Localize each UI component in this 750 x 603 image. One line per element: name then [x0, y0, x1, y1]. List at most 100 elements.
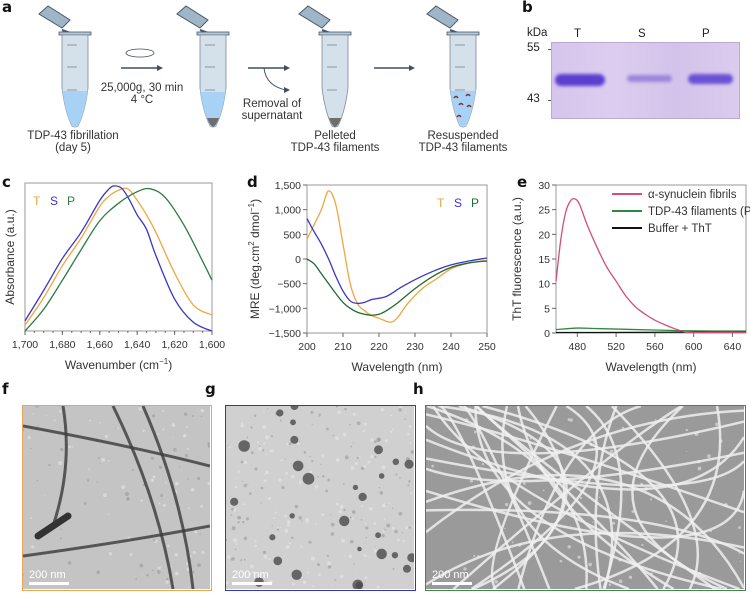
- speckle: [108, 552, 113, 556]
- speckle: [302, 580, 307, 585]
- speckle: [262, 449, 265, 452]
- speckle: [45, 415, 47, 417]
- speckle: [264, 470, 269, 475]
- panel-label-h: h: [413, 380, 424, 398]
- speckle: [389, 430, 393, 434]
- speckle: [404, 418, 407, 421]
- speckle: [342, 432, 347, 437]
- speckle: [256, 441, 259, 444]
- filament: [490, 406, 558, 589]
- speckle: [408, 480, 411, 483]
- tube-cap: [426, 5, 459, 29]
- y-axis-label-text: ThT fluorescence (a.u.): [510, 197, 524, 321]
- speckle: [228, 446, 232, 449]
- speckle: [735, 492, 738, 495]
- panel-label-a: a: [2, 0, 13, 16]
- speckle: [156, 433, 159, 435]
- speckle: [58, 410, 62, 413]
- aggregate: [269, 534, 276, 541]
- speckle: [327, 478, 331, 482]
- speckle: [661, 415, 663, 417]
- speckle: [631, 510, 635, 514]
- speckle: [175, 571, 179, 576]
- speckle: [228, 507, 230, 509]
- speckle: [270, 435, 273, 438]
- x-tick-label: 220: [370, 341, 388, 353]
- tube-rim: [58, 31, 92, 36]
- speckle: [298, 516, 302, 520]
- speckle: [160, 494, 164, 498]
- micrograph-image: [426, 406, 744, 589]
- speckle: [309, 455, 311, 458]
- speckle: [351, 510, 356, 514]
- speckle: [279, 419, 282, 422]
- cd-chart: 200 210 220 230 240 250 1,500 1,000 500 0 −500 −1,0…: [247, 180, 496, 374]
- speckle: [186, 426, 189, 429]
- aggregate: [374, 445, 383, 455]
- speckle: [174, 553, 178, 557]
- x-axis-label: Wavelength (nm): [352, 360, 443, 374]
- speckle: [242, 480, 244, 483]
- speckle: [567, 545, 571, 549]
- filament: [452, 406, 683, 589]
- speckle: [291, 474, 295, 479]
- speckle: [511, 541, 514, 544]
- x-axis-label-sup: −1: [159, 357, 169, 366]
- speckle: [250, 451, 254, 455]
- legend-entry: Buffer + ThT: [648, 223, 712, 235]
- speckle: [374, 455, 377, 458]
- speckle: [274, 511, 277, 514]
- speckle: [361, 505, 363, 507]
- speckle: [335, 458, 340, 462]
- speckle: [157, 566, 162, 570]
- step3-label-line2: TDP-43 filaments: [290, 142, 380, 154]
- y-axis-label-mid: dmol: [248, 212, 262, 241]
- speckle: [23, 573, 24, 576]
- speckle: [272, 517, 275, 520]
- series-line-s: [24, 185, 213, 332]
- speckle: [249, 564, 254, 569]
- centrifuge-temperature: 4 °C: [130, 94, 154, 106]
- speckle: [207, 481, 210, 485]
- speckle: [318, 415, 320, 417]
- speckle: [284, 528, 289, 533]
- x-tick-label: 240: [442, 341, 460, 353]
- speckle: [427, 435, 429, 438]
- aggregate: [375, 532, 381, 539]
- speckle: [354, 461, 358, 466]
- gel-band-S: [627, 75, 672, 82]
- speckle: [391, 507, 394, 510]
- aggregate: [378, 473, 385, 479]
- speckle: [318, 413, 322, 416]
- speckle: [350, 445, 353, 448]
- speckle: [243, 460, 248, 465]
- x-axis-label-text: Wavelength (nm): [606, 360, 697, 374]
- speckle: [285, 545, 290, 549]
- speckle: [342, 483, 345, 486]
- speckle: [165, 481, 167, 484]
- speckle: [356, 421, 361, 426]
- x-tick-label: 1,680: [49, 339, 75, 351]
- y-tick-label: 1,000: [275, 205, 301, 217]
- speckle: [330, 522, 335, 527]
- speckle: [207, 442, 210, 446]
- speckle: [392, 568, 395, 570]
- speckle: [240, 424, 244, 428]
- speckle: [243, 558, 246, 561]
- scale-bar-label: 200 nm: [29, 569, 66, 581]
- speckle: [32, 413, 34, 415]
- speckle: [391, 428, 394, 431]
- speckle: [395, 473, 398, 476]
- speckle: [321, 513, 325, 517]
- speckle: [288, 542, 292, 545]
- speckle: [67, 561, 72, 565]
- speckle: [254, 467, 258, 471]
- speckle: [263, 479, 267, 483]
- speckle: [191, 414, 195, 418]
- speckle: [327, 565, 332, 569]
- speckle: [226, 581, 229, 585]
- speckle: [685, 428, 689, 432]
- speckle: [325, 489, 328, 493]
- filament-icon: [456, 114, 462, 118]
- speckle: [260, 502, 262, 504]
